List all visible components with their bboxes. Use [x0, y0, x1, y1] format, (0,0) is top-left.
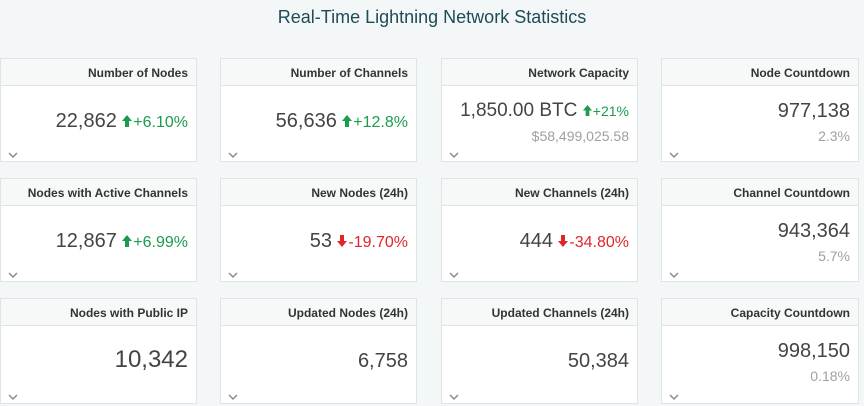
card-value: 6,758 [357, 350, 408, 372]
card-label: Capacity Countdown [662, 299, 858, 326]
card-label: Network Capacity [442, 59, 637, 86]
chevron-down-icon[interactable] [448, 270, 460, 280]
card-subvalue: $58,499,025.58 [531, 128, 629, 144]
card-value: 943,364 [777, 220, 850, 242]
chevron-down-icon[interactable] [227, 150, 239, 160]
card-change: +6.10% [121, 114, 188, 131]
card-subvalue: 2.3% [818, 128, 850, 144]
card-label: Node Countdown [662, 59, 858, 86]
chevron-down-icon[interactable] [7, 270, 19, 280]
chevron-down-icon[interactable] [448, 392, 460, 402]
card-change: +21% [582, 103, 629, 119]
chevron-down-icon[interactable] [668, 392, 680, 402]
card-value: 10,342 [114, 346, 188, 373]
card-label: New Nodes (24h) [221, 179, 416, 206]
card-label: Nodes with Active Channels [1, 179, 196, 206]
stat-card-updated-nodes-24h: Updated Nodes (24h) 6,758 [220, 298, 417, 404]
card-label: Channel Countdown [662, 179, 858, 206]
stat-card-nodes-with-active-channels: Nodes with Active Channels 12,867 +6.99% [0, 178, 197, 282]
chevron-down-icon[interactable] [668, 150, 680, 160]
chevron-down-icon[interactable] [448, 150, 460, 160]
card-value: 998,150 [777, 340, 850, 362]
card-change: +12.8% [341, 114, 408, 131]
arrow-up-icon [582, 105, 592, 116]
stat-card-node-countdown: Node Countdown 977,138 2.3% [661, 58, 859, 162]
card-value: 56,636 [275, 110, 337, 132]
stat-card-network-capacity: Network Capacity 1,850.00 BTC +21% $58,4… [441, 58, 638, 162]
card-subvalue: 0.18% [810, 368, 850, 384]
stat-card-new-channels-24h: New Channels (24h) 444 -34.80% [441, 178, 638, 282]
arrow-up-icon [342, 115, 353, 127]
arrow-down-icon [337, 235, 348, 247]
stat-card-new-nodes-24h: New Nodes (24h) 53 -19.70% [220, 178, 417, 282]
card-value: 22,862 [55, 110, 117, 132]
page-title: Real-Time Lightning Network Statistics [277, 7, 587, 27]
card-change: -34.80% [557, 234, 629, 251]
card-value: 53 [309, 230, 332, 252]
arrow-up-icon [122, 235, 133, 247]
card-label: Updated Channels (24h) [442, 299, 637, 326]
arrow-up-icon [122, 115, 133, 127]
card-label: New Channels (24h) [442, 179, 637, 206]
chevron-down-icon[interactable] [7, 150, 19, 160]
stat-card-number-of-channels: Number of Channels 56,636 +12.8% [220, 58, 417, 162]
chevron-down-icon[interactable] [7, 392, 19, 402]
card-value: 977,138 [777, 100, 850, 122]
card-value: 12,867 [55, 230, 117, 252]
card-value: 1,850.00 BTC [460, 100, 578, 121]
stat-card-nodes-with-public-ip: Nodes with Public IP 10,342 [0, 298, 197, 404]
card-value: 50,384 [567, 350, 629, 372]
card-subvalue: 5.7% [818, 248, 850, 264]
chevron-down-icon[interactable] [668, 270, 680, 280]
chevron-down-icon[interactable] [227, 392, 239, 402]
stat-card-number-of-nodes: Number of Nodes 22,862 +6.10% [0, 58, 197, 162]
card-label: Nodes with Public IP [1, 299, 196, 326]
stat-card-channel-countdown: Channel Countdown 943,364 5.7% [661, 178, 859, 282]
stat-card-capacity-countdown: Capacity Countdown 998,150 0.18% [661, 298, 859, 404]
card-label: Number of Nodes [1, 59, 196, 86]
stat-card-updated-channels-24h: Updated Channels (24h) 50,384 [441, 298, 638, 404]
arrow-down-icon [558, 235, 569, 247]
card-value: 444 [519, 230, 553, 252]
card-change: +6.99% [121, 234, 188, 251]
card-label: Updated Nodes (24h) [221, 299, 416, 326]
card-label: Number of Channels [221, 59, 416, 86]
card-change: -19.70% [336, 234, 408, 251]
chevron-down-icon[interactable] [227, 270, 239, 280]
